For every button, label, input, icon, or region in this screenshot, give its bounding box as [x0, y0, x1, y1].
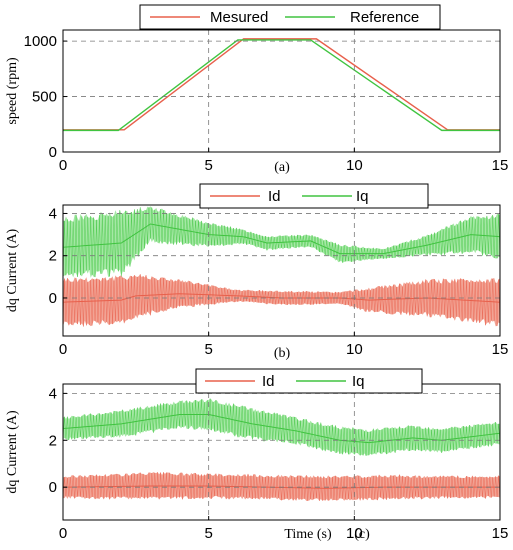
- panel-caption: (a): [274, 160, 290, 175]
- legend-label-id: Id: [262, 373, 275, 390]
- y-tick-label: 500: [32, 89, 57, 106]
- x-tick-label: 0: [59, 157, 67, 174]
- panel-caption: (b): [274, 346, 291, 361]
- x-axis-label: Time (s): [284, 527, 332, 542]
- legend-label-id: Id: [268, 188, 281, 205]
- y-tick-label: 0: [49, 144, 57, 161]
- y-tick-label: 1000: [24, 33, 57, 50]
- series-wave-id: [62, 274, 501, 327]
- series-wave-iq: [62, 398, 501, 456]
- series-mean-iq: [62, 223, 501, 255]
- x-tick-label: 5: [204, 525, 212, 542]
- legend-label-reference: Reference: [350, 9, 419, 26]
- legend: Id Iq: [195, 368, 423, 394]
- x-tick-label: 15: [492, 525, 509, 542]
- legend: Mesured Reference: [139, 4, 441, 30]
- series-wave-id: [62, 472, 501, 501]
- x-tick-label: 15: [492, 341, 509, 358]
- x-tick-label: 10: [346, 525, 363, 542]
- axes-frame: [62, 29, 501, 153]
- y-tick-label: 4: [49, 385, 57, 402]
- series-band-id: [63, 472, 500, 501]
- y-tick-label: 0: [49, 479, 57, 496]
- y-tick-label: 4: [49, 205, 57, 222]
- legend-label-iq: Iq: [352, 373, 365, 390]
- y-axis-label: speed (rpm): [5, 57, 20, 125]
- x-tick-label: 10: [346, 157, 363, 174]
- y-tick-label: 2: [49, 432, 57, 449]
- series-mean-iq: [62, 413, 501, 444]
- x-tick-label: 5: [204, 341, 212, 358]
- x-tick-label: 10: [346, 341, 363, 358]
- x-tick-label: 0: [59, 525, 67, 542]
- series-band-iq: [63, 398, 500, 456]
- legend-label-mesured: Mesured: [210, 9, 268, 26]
- panel-c-current: 0 5 10 15 0 2 4 dq Current (A) Time (s) (c) Id Iq: [5, 368, 509, 542]
- panel-caption: (c): [354, 527, 370, 542]
- y-tick-label: 2: [49, 248, 57, 265]
- y-axis-label: dq Current (A): [5, 410, 20, 494]
- plot-area: [63, 30, 500, 152]
- legend: Id Iq: [199, 183, 429, 209]
- x-tick-label: 15: [492, 157, 509, 174]
- legend-label-iq: Iq: [356, 188, 369, 205]
- x-tick-label: 5: [204, 157, 212, 174]
- panel-a-speed: 0 5 10 15 0 500 1000 speed (rpm) (a) Mesured Refer…: [5, 4, 509, 175]
- panel-b-current: 0 5 10 15 0 2 4 dq Current (A) (b) Id Iq: [5, 183, 509, 361]
- series-line-reference: [63, 39, 500, 132]
- x-tick-label: 0: [59, 341, 67, 358]
- y-axis-label: dq Current (A): [5, 229, 20, 313]
- y-tick-label: 0: [49, 290, 57, 307]
